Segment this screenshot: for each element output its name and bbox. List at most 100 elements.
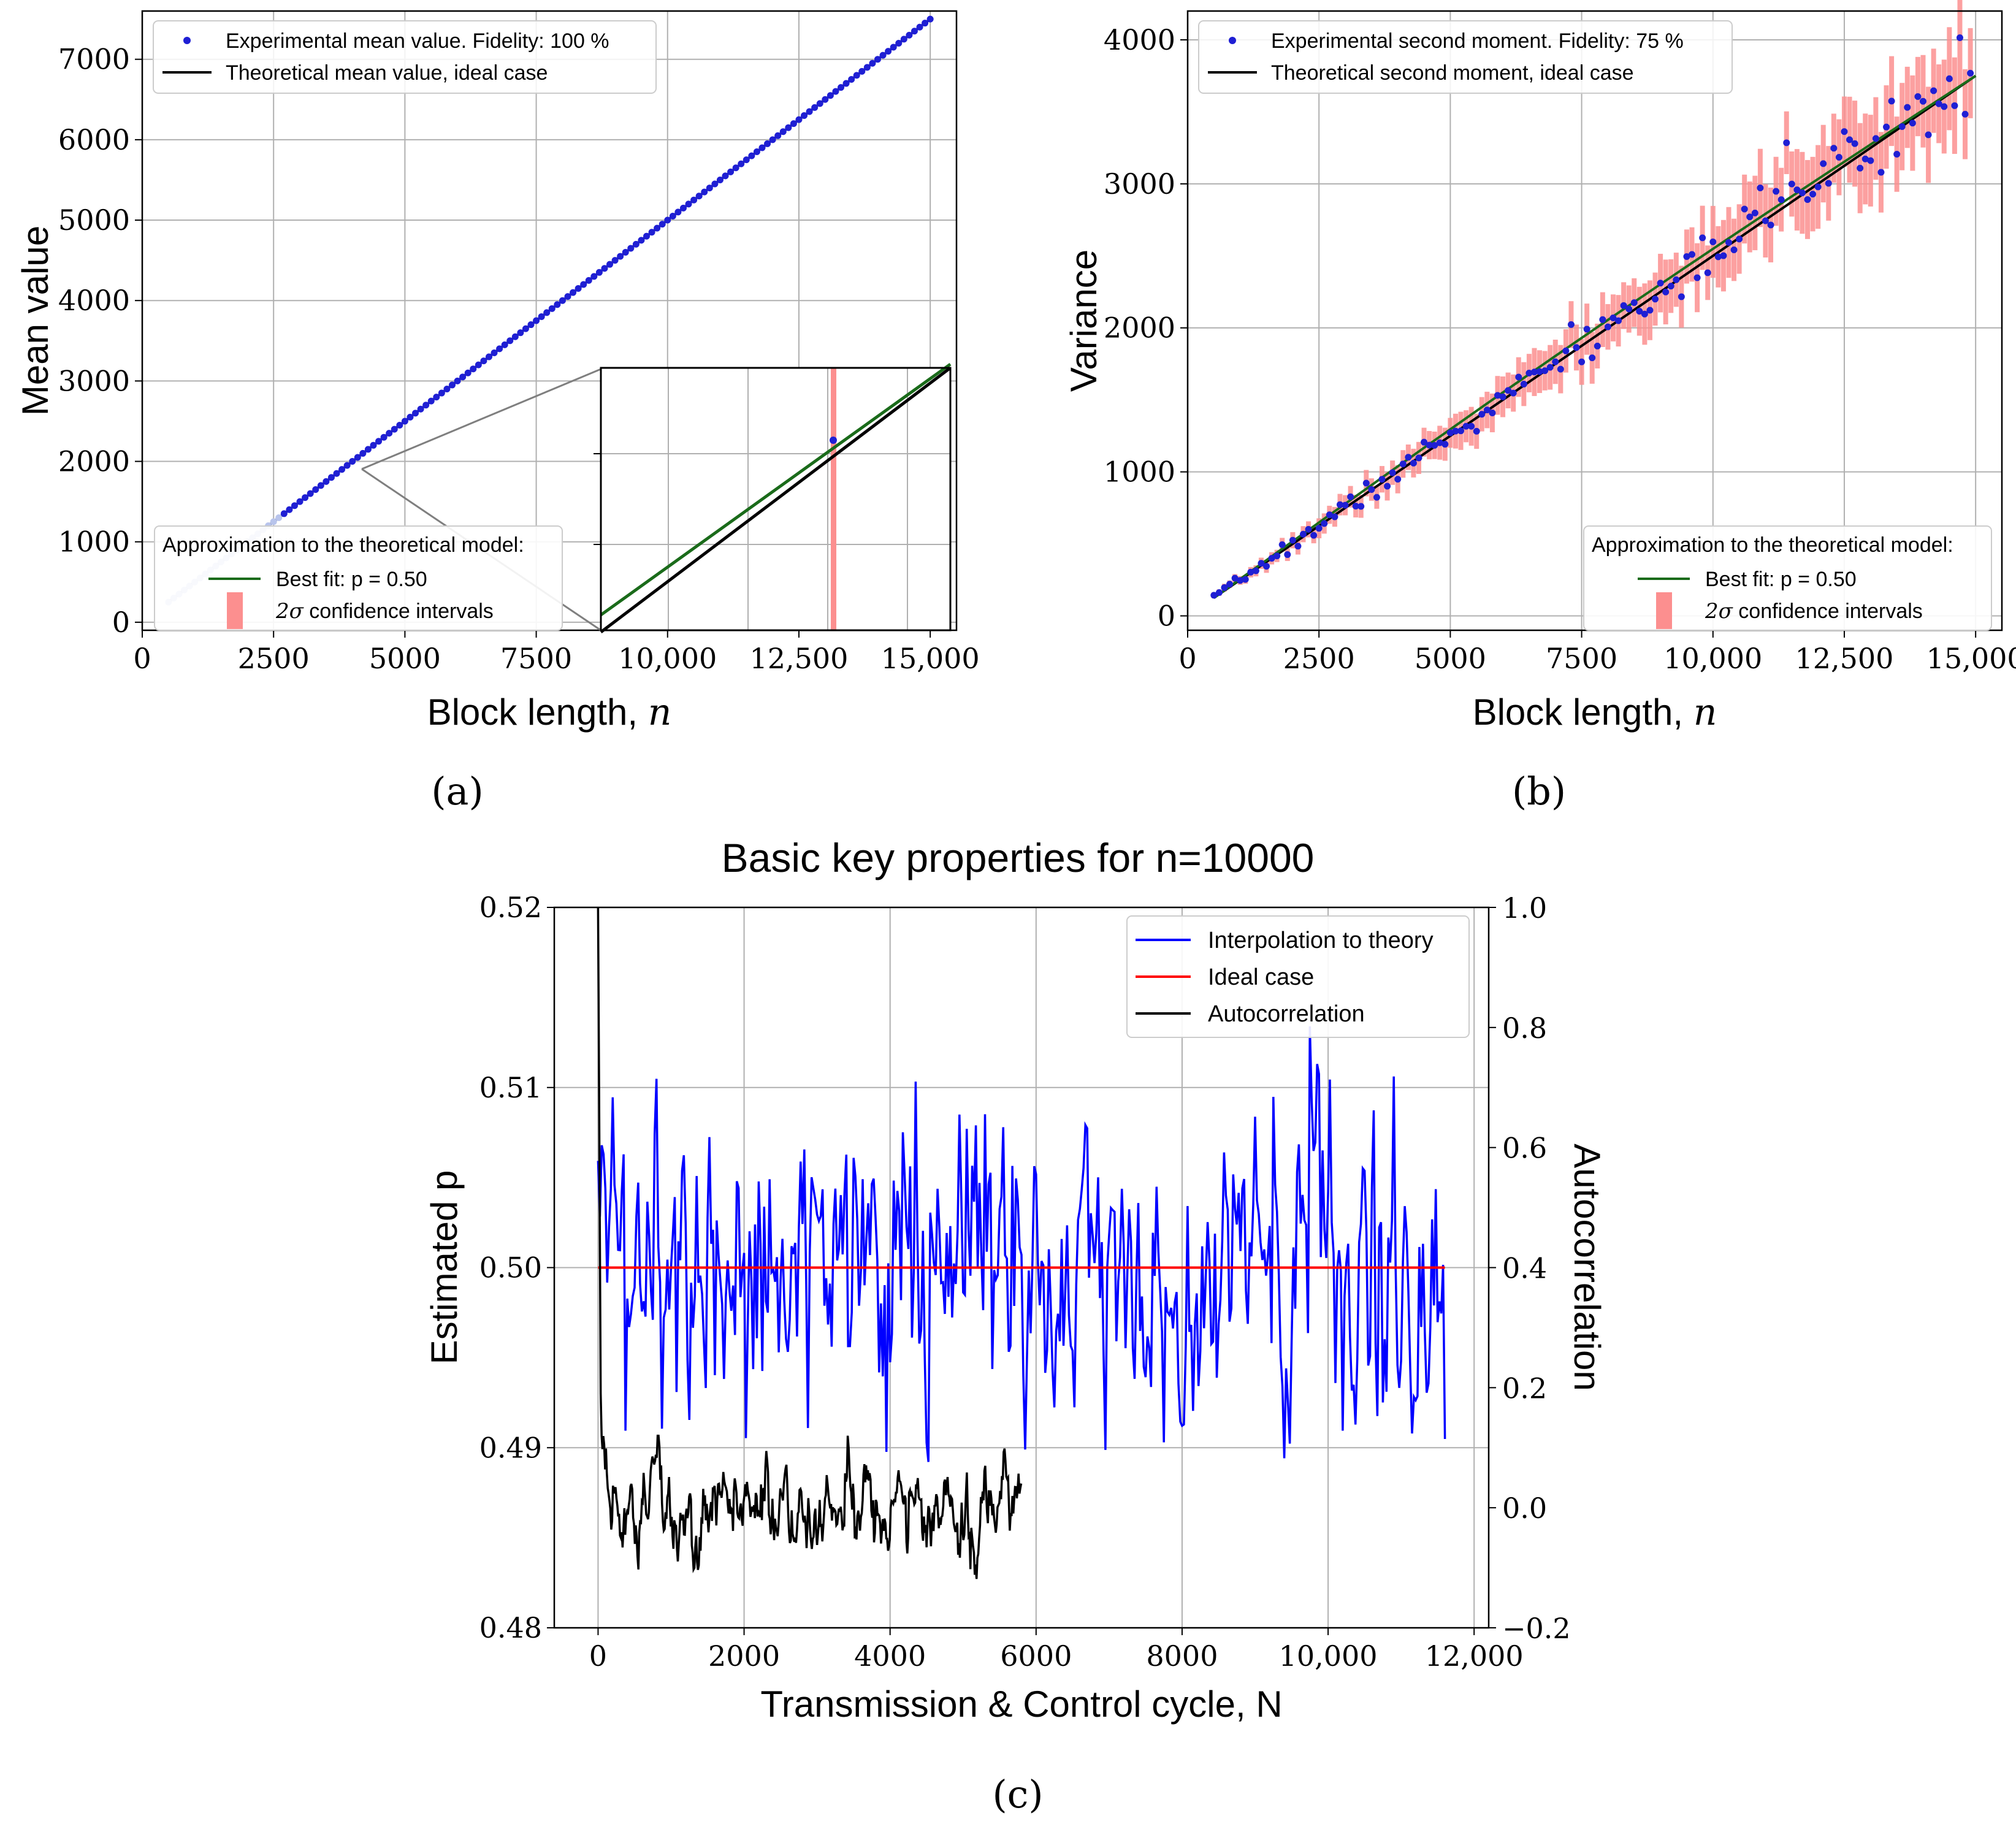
a-data-point: [801, 112, 808, 120]
a-data-point: [475, 361, 482, 368]
a-data-point: [895, 39, 903, 47]
a-data-point: [785, 124, 792, 131]
a-data-point: [407, 413, 414, 421]
b-data-point: [1421, 438, 1428, 446]
c-x-axis-label: Transmission & Control cycle, N: [760, 1684, 1282, 1725]
b-data-point: [1378, 476, 1386, 483]
a-data-point: [659, 221, 666, 228]
a-data-point: [753, 148, 760, 156]
a-data-point: [317, 482, 324, 489]
b-data-point: [1278, 541, 1286, 548]
a-data-point: [748, 152, 755, 159]
b-data-point: [1662, 288, 1670, 296]
a-x-axis-label: Block length, n: [427, 691, 672, 734]
a-data-point: [364, 446, 372, 453]
a-inset-fit-line: [600, 362, 952, 617]
b-data-point: [1362, 479, 1370, 487]
a-data-point: [885, 48, 892, 55]
b-legend-points-label: Experimental second moment. Fidelity: 75…: [1271, 29, 1684, 53]
a-ytick-label: 4000: [58, 284, 130, 317]
b-data-point: [1625, 305, 1633, 313]
b-data-point: [1783, 139, 1790, 147]
c-legend-ideal-label: Ideal case: [1208, 964, 1314, 990]
b-data-point: [1499, 393, 1506, 400]
b-data-point: [1667, 283, 1674, 290]
a-data-point: [391, 425, 398, 433]
b-data-point: [1893, 150, 1901, 158]
a-data-point: [380, 433, 388, 441]
c-y2tick-label: 0.8: [1502, 1012, 1547, 1045]
b-data-point: [1426, 441, 1433, 449]
b-data-point: [1268, 555, 1275, 562]
a-ytick-label: 7000: [58, 43, 130, 76]
b-x-ticks: 0 2500 5000 7500 10,000 12,500 15,000: [1178, 630, 2016, 675]
b-data-point: [1347, 493, 1354, 500]
b-legend-ci-marker: [1656, 592, 1672, 629]
b-data-point: [1961, 110, 1969, 118]
a-ytick-label: 0: [112, 606, 130, 639]
a-data-point: [511, 333, 519, 340]
b-data-point: [1757, 184, 1764, 191]
b-data-point: [1883, 123, 1890, 131]
b-data-point: [1405, 454, 1412, 461]
a-data-point: [522, 325, 529, 332]
b-data-point: [1609, 315, 1617, 322]
a-data-point: [764, 140, 771, 147]
b-data-point: [1342, 502, 1349, 509]
a-data-point: [816, 100, 823, 107]
a-data-point: [417, 405, 424, 413]
c-plot-area: [597, 907, 1446, 1579]
b-data-point: [1546, 364, 1554, 371]
b-data-point: [1594, 342, 1601, 349]
a-data-point: [906, 31, 913, 39]
a-xtick-label: 15,000: [881, 642, 980, 675]
c-legend-box: [1126, 915, 1470, 1038]
a-data-point: [863, 64, 871, 71]
a-data-point: [517, 329, 524, 337]
a-legend-points-label: Experimental mean value. Fidelity: 100 %: [226, 29, 609, 53]
b-data-point: [1804, 196, 1811, 203]
a-data-point: [570, 289, 577, 296]
b-data-point: [1956, 34, 1963, 42]
b-data-point: [1788, 180, 1795, 188]
a-y-axis-label: Mean value: [15, 226, 56, 416]
b-data-point: [1525, 370, 1533, 377]
a-data-point: [832, 88, 839, 95]
b-data-point: [1820, 160, 1827, 167]
b-theory-line: [1213, 75, 1977, 599]
a-data-point: [701, 188, 708, 196]
b-legend-top: Experimental second moment. Fidelity: 75…: [1198, 20, 1733, 94]
b-xtick-label: 10,000: [1663, 642, 1762, 675]
a-xtick-label: 0: [133, 642, 151, 675]
a-data-point: [926, 15, 934, 23]
b-ci-bar: [1957, 0, 1963, 86]
a-data-point: [595, 269, 603, 276]
a-data-point: [795, 116, 803, 123]
a-data-point: [501, 341, 508, 348]
b-data-point: [1552, 358, 1559, 365]
caption-c: (c): [992, 1772, 1043, 1817]
c-interpolation-line: [597, 1026, 1446, 1462]
a-data-point: [779, 128, 787, 135]
b-data-point: [1773, 188, 1780, 195]
a-data-point: [743, 156, 750, 164]
b-data-point: [1604, 323, 1611, 330]
panel-a: 0 2500 5000 7500 10,000 12,500 15,000 0 1000 200…: [15, 10, 980, 814]
b-data-point: [1578, 358, 1586, 365]
a-data-point: [727, 168, 735, 175]
a-data-point: [275, 514, 283, 521]
a-data-point: [790, 120, 797, 128]
a-data-point: [359, 449, 367, 457]
b-data-point: [1925, 131, 1932, 139]
a-legend-bottom-box: [154, 525, 563, 631]
a-data-point: [632, 240, 640, 248]
b-data-point: [1562, 347, 1570, 354]
b-xtick-label: 0: [1178, 642, 1196, 675]
b-data-point: [1242, 576, 1249, 583]
a-xtick-label: 10,000: [618, 642, 717, 675]
b-legend-points-marker: [1229, 37, 1236, 44]
a-data-point: [470, 365, 477, 373]
a-data-point: [827, 92, 834, 99]
a-data-point: [559, 297, 566, 304]
b-legend-top-box: [1198, 20, 1733, 94]
